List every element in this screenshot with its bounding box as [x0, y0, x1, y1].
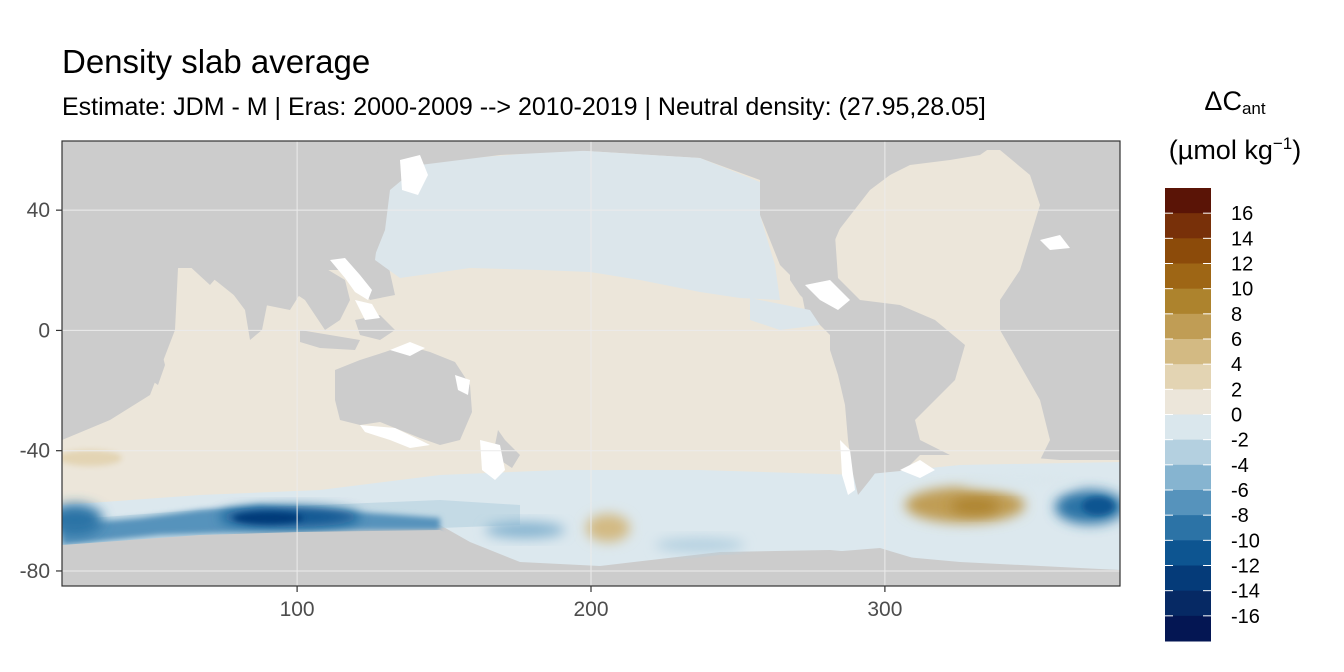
west-africa-landmass [1055, 288, 1120, 440]
colorbar-swatch [1165, 288, 1211, 315]
madagascar-landmass [148, 345, 165, 385]
antarctica-landmass [62, 530, 1120, 586]
colorbar-label: 2 [1231, 379, 1242, 401]
no-data-australia-south [360, 425, 430, 448]
colorbar-label: -8 [1231, 505, 1249, 527]
colorbar-swatch [1165, 515, 1211, 541]
no-data-gulf [805, 280, 850, 310]
weddell-maximum-core [950, 498, 1000, 514]
north-pacific-region [375, 150, 780, 300]
colorbar-label: -10 [1231, 530, 1260, 552]
west-indian-minimum [62, 504, 103, 536]
y-tick-label: -80 [20, 560, 50, 583]
europe-landmass [1040, 178, 1120, 290]
south-pacific-blue-1 [485, 522, 565, 538]
chart-subtitle: Estimate: JDM - M | Eras: 2000-2009 --> … [62, 93, 986, 121]
colorbar-swatch [1165, 238, 1211, 264]
legend-unit-close: ) [1292, 135, 1302, 165]
legend-symbol-subscript: ant [1241, 99, 1266, 118]
colorbar-swatch [1165, 414, 1211, 441]
colorbar-label: -16 [1231, 606, 1260, 628]
se-asia-landmass [270, 262, 350, 330]
no-data-south-america [840, 440, 935, 495]
india-landmass [200, 262, 268, 340]
colorbar-label: -4 [1231, 455, 1249, 477]
no-data-nz [480, 440, 505, 480]
legend-unit-sup: −1 [1272, 134, 1293, 153]
map-panel [62, 141, 1120, 586]
colorbar-label: 8 [1231, 304, 1242, 326]
no-data-japan [400, 155, 428, 195]
colorbar-swatch [1165, 364, 1211, 390]
y-tick-label: 40 [27, 199, 50, 222]
colorbar-swatch [1165, 490, 1211, 516]
colorbar-label: -6 [1231, 480, 1249, 502]
north-america-landmass [760, 141, 1000, 280]
colorbar: 16 14 12 10 8 6 4 2 0 -2 -4 -6 -8 -10 -12 -14 -16 [1165, 188, 1260, 642]
x-tick-label: 300 [867, 598, 902, 621]
indian-sector-minimum-core [233, 512, 303, 524]
x-tick-label: 200 [573, 598, 608, 621]
y-tick-label: 0 [38, 319, 50, 342]
south-indian-patch [62, 450, 122, 466]
legend-unit-open: (µmol kg [1168, 135, 1273, 165]
atlantic-sector-blue [960, 472, 1080, 488]
colorbar-label: -12 [1231, 556, 1260, 578]
colorbar-label: -14 [1231, 581, 1260, 603]
colorbar-label: 16 [1231, 203, 1253, 225]
x-tick-label: 100 [280, 598, 315, 621]
y-tick-label: -40 [20, 440, 50, 463]
legend-symbol: ΔC [1204, 86, 1242, 116]
colorbar-swatch [1165, 540, 1211, 566]
atlantic-ocean-region [835, 150, 1050, 460]
colorbar-label: 12 [1231, 254, 1253, 276]
colorbar-label: -2 [1231, 430, 1249, 452]
y-axis: 40 0 -40 -80 [20, 199, 62, 583]
east-atlantic-minimum-core [1082, 497, 1114, 515]
colorbar-label: 14 [1231, 228, 1253, 250]
colorbar-swatch [1165, 565, 1211, 592]
legend-unit: (µmol kg−1) [1150, 134, 1320, 166]
colorbar-label: 10 [1231, 279, 1253, 301]
landmasses [62, 141, 1120, 586]
anomaly-features [62, 450, 1120, 552]
colorbar-label: 6 [1231, 329, 1242, 351]
south-pacific-blue-2 [655, 538, 745, 552]
ne-pacific-blue [750, 298, 820, 330]
colorbar-swatch [1165, 464, 1211, 491]
asia-landmass [360, 141, 800, 255]
x-axis: 100 200 300 [280, 586, 902, 621]
colorbar-swatch [1165, 263, 1211, 290]
colorbar-swatch [1165, 313, 1211, 340]
colorbar-swatch [1165, 439, 1211, 466]
chart-title: Density slab average [62, 43, 371, 80]
no-data-seasia [330, 258, 470, 395]
indonesia-islands [300, 315, 395, 350]
australia-landmass [335, 345, 472, 445]
colorbar-swatch [1165, 188, 1211, 214]
colorbar-swatch [1165, 590, 1211, 617]
no-data-cells [330, 155, 1070, 495]
colorbar-swatch [1165, 615, 1211, 642]
legend-title: ΔCant [1150, 86, 1320, 119]
africa-south-landmass [62, 280, 150, 440]
colorbar-label: 4 [1231, 354, 1242, 376]
south-pacific-patch [586, 514, 630, 542]
grid-lines [62, 141, 1120, 586]
colorbar-label: 0 [1231, 405, 1242, 427]
central-america-landmass [790, 268, 835, 318]
colorbar-swatch [1165, 213, 1211, 239]
africa-landmass [62, 141, 380, 300]
greenland-landmass [1000, 141, 1120, 175]
no-data-med [1040, 235, 1070, 250]
colorbar-swatch [1165, 389, 1211, 415]
south-america-landmass [830, 300, 965, 495]
colorbar-swatch [1165, 339, 1211, 365]
